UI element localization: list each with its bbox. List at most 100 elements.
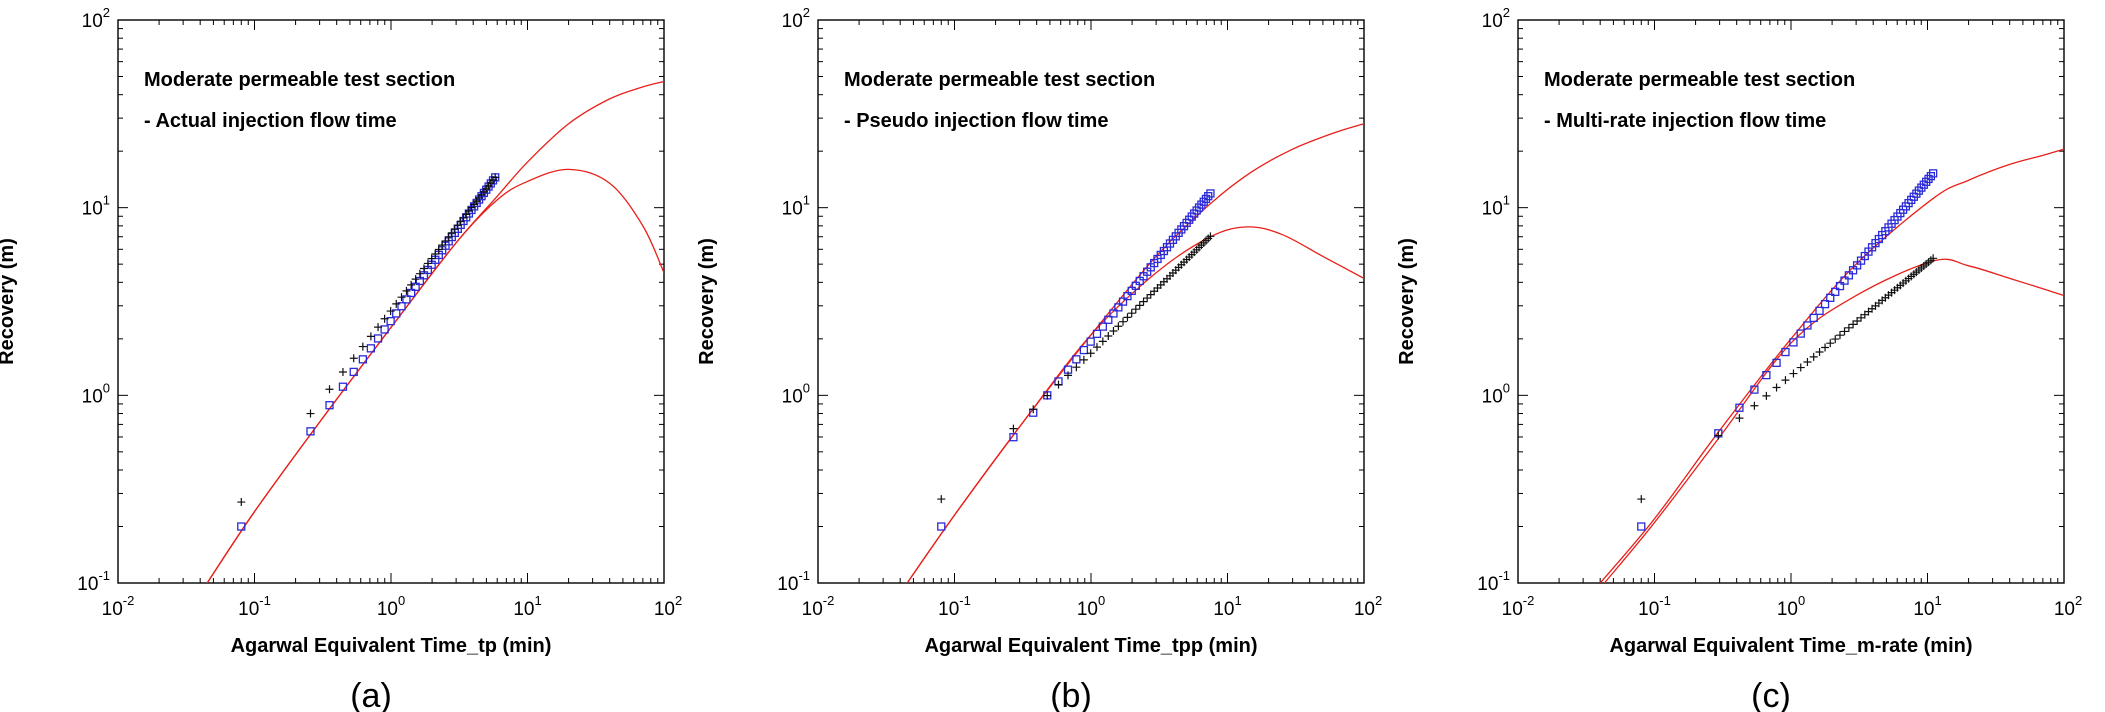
data-point-square xyxy=(402,295,411,304)
data-point-plus xyxy=(1043,391,1052,400)
x-tick-label: 10-1 xyxy=(938,593,971,620)
data-point-plus xyxy=(423,259,432,268)
y-tick-label: 10-1 xyxy=(1477,568,1510,595)
data-point-plus xyxy=(1789,369,1798,378)
data-point-square xyxy=(386,317,395,326)
data-point-square xyxy=(1114,303,1123,312)
data-point-square xyxy=(380,325,389,334)
annotation-line: - Pseudo injection flow time xyxy=(844,110,1108,132)
data-point-plus xyxy=(1803,358,1812,367)
plot-area xyxy=(206,80,664,583)
data-point-plus xyxy=(419,264,428,273)
data-point-square xyxy=(1844,271,1854,280)
y-tick-label: 101 xyxy=(82,193,110,220)
data-point-plus xyxy=(366,332,375,341)
data-point-square xyxy=(1092,329,1102,338)
data-point-plus xyxy=(1139,297,1148,306)
data-point-square xyxy=(1820,300,1830,309)
y-tick-label: 101 xyxy=(1482,193,1510,220)
data-point-square xyxy=(1826,293,1835,302)
data-point-plus xyxy=(434,245,443,254)
y-axis-title: Recovery (m) xyxy=(1396,238,1418,365)
y-axis-title: Recovery (m) xyxy=(0,238,18,365)
data-point-square xyxy=(1109,309,1118,318)
annotation-line: Moderate permeable test section xyxy=(844,69,1155,91)
data-point-plus xyxy=(386,307,395,316)
data-point-square xyxy=(1206,189,1215,198)
data-point-plus xyxy=(1809,352,1818,361)
data-point-square xyxy=(1637,522,1646,531)
panel-label: (c) xyxy=(1751,677,1791,712)
data-point-plus xyxy=(1206,232,1215,241)
data-point-square xyxy=(237,522,246,531)
x-tick-label: 102 xyxy=(1354,593,1382,620)
data-point-square xyxy=(366,344,376,353)
data-point-square xyxy=(1104,315,1113,324)
y-tick-label: 100 xyxy=(782,380,810,407)
data-point-plus xyxy=(1844,323,1853,332)
data-point-plus xyxy=(338,368,347,377)
data-point-square xyxy=(1009,433,1018,442)
data-point-plus xyxy=(1098,337,1107,346)
data-point-plus xyxy=(415,269,424,278)
data-point-square xyxy=(325,401,334,410)
data-point-plus xyxy=(402,286,411,295)
data-point-plus xyxy=(1092,343,1101,352)
data-point-plus xyxy=(411,275,420,284)
data-point-plus xyxy=(1104,332,1113,341)
data-point-plus xyxy=(1762,391,1771,400)
data-point-square xyxy=(1750,385,1759,394)
axis-ticks xyxy=(1517,20,2064,584)
data-point-plus xyxy=(1131,305,1140,314)
axis-ticks xyxy=(117,20,664,584)
data-point-square xyxy=(373,334,383,343)
x-tick-label: 102 xyxy=(2054,593,2082,620)
data-point-square xyxy=(1835,281,1845,291)
x-tick-label: 10-2 xyxy=(102,593,135,620)
data-point-plus xyxy=(1135,301,1144,310)
data-point-plus xyxy=(1840,327,1849,336)
data-point-plus xyxy=(1772,383,1781,392)
data-point-square xyxy=(1772,358,1781,367)
data-point-plus xyxy=(306,409,315,418)
data-point-square xyxy=(1926,171,1936,181)
data-point-plus xyxy=(1929,254,1938,263)
y-axis-title: Recovery (m) xyxy=(696,238,718,365)
data-point-square xyxy=(1796,329,1805,338)
data-point-plus xyxy=(325,385,334,394)
data-point-square xyxy=(397,302,406,311)
x-tick-label: 10-2 xyxy=(802,593,835,620)
y-tick-label: 102 xyxy=(82,5,110,32)
data-point-plus xyxy=(441,236,450,245)
data-point-plus xyxy=(1831,335,1840,344)
x-axis-title: Agarwal Equivalent Time_tpp (min) xyxy=(924,635,1257,657)
data-point-square xyxy=(937,522,946,531)
data-point-plus xyxy=(1109,326,1118,335)
data-point-plus xyxy=(1086,349,1095,358)
data-point-plus xyxy=(1146,290,1155,299)
data-point-plus xyxy=(1781,376,1790,385)
data-point-plus xyxy=(1143,294,1152,303)
data-point-plus xyxy=(491,173,500,182)
fit-curve xyxy=(1603,258,2064,583)
data-point-square xyxy=(1789,338,1798,347)
y-tick-label: 10-1 xyxy=(77,568,110,595)
x-tick-label: 101 xyxy=(1913,593,1941,620)
data-point-plus xyxy=(1009,424,1018,433)
data-point-square xyxy=(1924,174,1933,184)
data-point-plus xyxy=(1735,414,1744,423)
data-point-plus xyxy=(1849,320,1858,329)
panel-label: (b) xyxy=(1050,677,1092,712)
y-tick-label: 102 xyxy=(782,5,810,32)
data-point-square xyxy=(1809,313,1818,323)
data-point-square xyxy=(1199,197,1208,206)
data-point-plus xyxy=(397,293,406,302)
data-point-plus xyxy=(374,323,383,332)
data-point-plus xyxy=(937,495,946,504)
y-tick-label: 100 xyxy=(82,380,110,407)
data-point-square xyxy=(1762,370,1771,380)
data-point-plus xyxy=(407,280,416,289)
data-point-square xyxy=(1201,194,1211,204)
